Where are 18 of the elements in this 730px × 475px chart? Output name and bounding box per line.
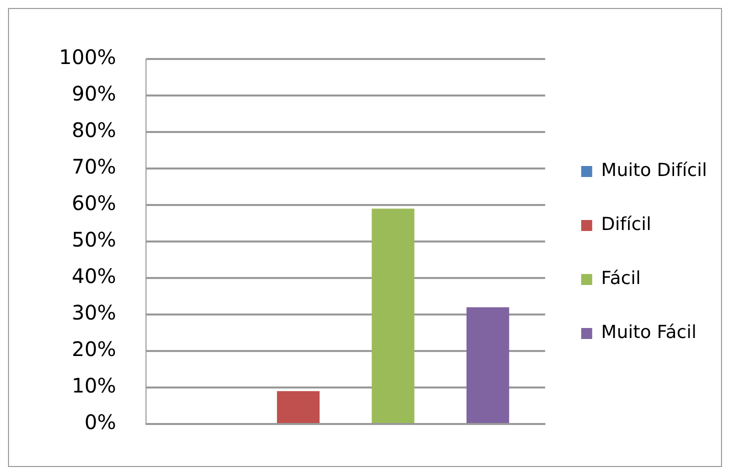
bar (466, 307, 510, 423)
y-tick-label: 90% (72, 82, 116, 106)
y-tick-label: 70% (72, 154, 116, 179)
y-tick-label: 100% (58, 45, 116, 70)
legend-label: Difícil (601, 214, 652, 236)
legend-label: Muito Difícil (601, 160, 708, 182)
y-tick-label: 0% (84, 410, 116, 434)
y-tick-label: 20% (72, 337, 116, 362)
bar (372, 208, 414, 423)
y-tick-label: 10% (72, 374, 116, 398)
y-tick-label: 30% (72, 300, 116, 325)
y-tick-label: 50% (72, 228, 116, 252)
legend-label: Muito Fácil (601, 322, 697, 344)
y-tick-label: 60% (72, 191, 116, 216)
bar (276, 391, 320, 423)
y-tick-label: 40% (72, 264, 116, 288)
y-tick-label: 80% (72, 118, 116, 142)
legend-label: Fácil (601, 268, 641, 290)
